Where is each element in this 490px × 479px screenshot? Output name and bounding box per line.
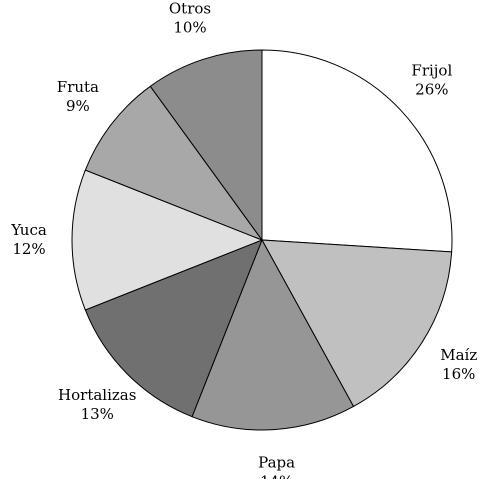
slice-value-label: 12% [12,240,45,258]
slice-label: Hortalizas [58,386,136,404]
slice-value-label: 10% [173,18,206,36]
slice-value-label: 26% [415,81,448,99]
slice-label: Papa [258,454,295,472]
pie-slice [84,85,264,242]
slice-label: Otros [169,0,211,17]
pie-slice [71,169,264,311]
pie-slice [261,49,453,253]
pie-slice [191,238,355,431]
slice-label: Fruta [57,78,99,96]
slice-value-label: 9% [66,97,90,115]
pie-slice [261,239,453,408]
slice-value-label: 14% [260,473,293,479]
slice-label: Yuca [10,221,47,239]
slice-value-label: 16% [442,365,475,383]
slice-label: Frijol [411,62,452,80]
slice-value-label: 13% [81,405,114,423]
pie-slice [149,49,263,242]
slice-label: Maíz [440,346,477,364]
pie-slice [84,239,263,418]
